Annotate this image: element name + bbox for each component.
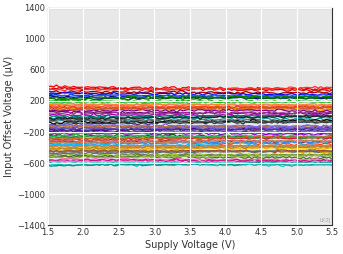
X-axis label: Supply Voltage (V): Supply Voltage (V) [145,240,235,250]
Text: LK2J: LK2J [319,218,331,223]
Y-axis label: Input Offset Voltage (μV): Input Offset Voltage (μV) [4,56,14,177]
